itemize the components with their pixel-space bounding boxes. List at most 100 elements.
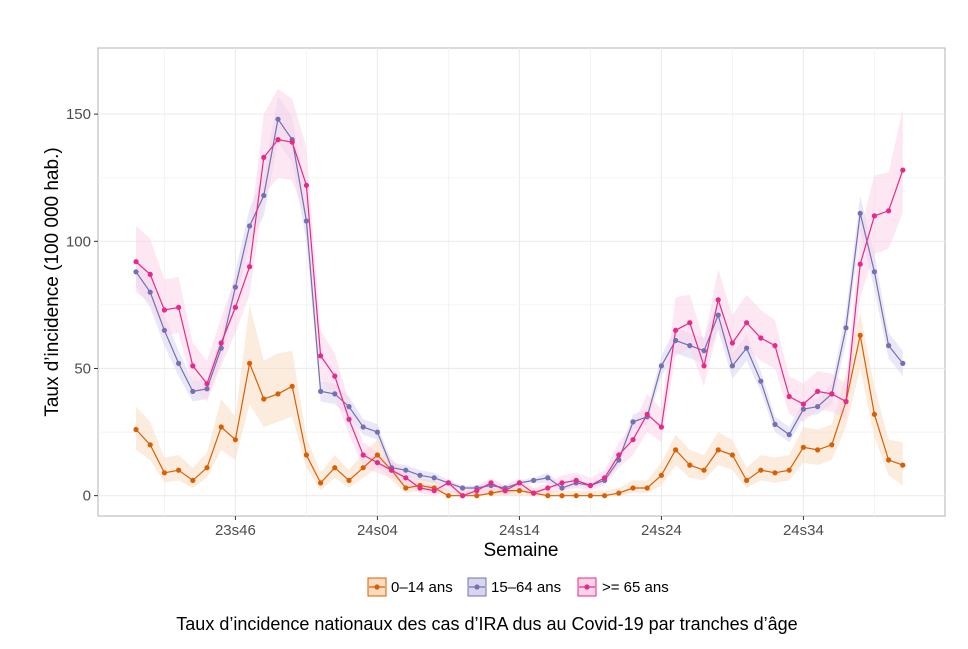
legend-label: 0–14 ans [391, 579, 453, 596]
legend-key-point [474, 584, 480, 590]
data-point [687, 462, 693, 468]
data-point [474, 488, 480, 494]
data-point [900, 360, 906, 366]
data-point [204, 465, 210, 471]
x-axis-title: Semaine [484, 540, 559, 561]
data-point [644, 485, 650, 491]
data-point [900, 167, 906, 173]
y-tick-label: 100 [66, 233, 91, 250]
data-point [261, 192, 267, 199]
data-point [374, 460, 380, 466]
data-point [204, 381, 210, 387]
data-point [232, 284, 238, 290]
legend-label: 15–64 ans [491, 579, 561, 596]
data-point [147, 271, 153, 277]
data-point [857, 332, 863, 338]
data-point [843, 398, 849, 405]
confidence-band [136, 96, 903, 491]
data-point [772, 421, 778, 427]
legend-key-point [374, 584, 380, 590]
data-point [871, 269, 878, 275]
data-point [673, 327, 679, 333]
data-point [303, 218, 309, 224]
data-point [247, 223, 253, 229]
data-point [658, 472, 665, 478]
data-point [758, 335, 764, 341]
data-point [303, 452, 309, 458]
data-point [829, 442, 835, 448]
data-point [800, 444, 807, 450]
data-point [133, 269, 139, 275]
data-point [232, 304, 238, 310]
data-point [744, 345, 750, 351]
data-point [474, 493, 480, 499]
y-tick-label: 150 [66, 106, 91, 123]
data-point [545, 485, 551, 491]
data-point [744, 320, 750, 326]
data-point [900, 462, 906, 468]
data-point [161, 327, 167, 333]
data-point [800, 406, 807, 412]
data-point [374, 452, 380, 458]
data-point [204, 386, 210, 392]
data-point [815, 447, 821, 453]
series-points [133, 116, 906, 499]
data-point [218, 340, 224, 346]
data-point [318, 388, 324, 394]
data-point [133, 426, 139, 433]
data-point [261, 154, 267, 160]
data-point [602, 475, 608, 481]
data-point [190, 388, 196, 394]
data-point [147, 442, 153, 448]
data-point [403, 485, 409, 491]
data-point [673, 447, 679, 453]
data-point [460, 493, 466, 499]
legend-key-point [584, 584, 590, 590]
x-tick-label: 24s04 [357, 522, 398, 539]
data-point [857, 261, 863, 267]
data-point [161, 307, 167, 313]
y-tick-label: 0 [83, 488, 91, 505]
data-point [247, 264, 253, 270]
confidence-band [136, 304, 903, 496]
data-point [630, 485, 636, 491]
data-point [573, 477, 579, 483]
data-point [318, 480, 324, 486]
data-point [332, 391, 338, 397]
data-point [800, 401, 807, 407]
data-point [758, 467, 764, 473]
data-point [488, 490, 494, 496]
y-axis-title: Taux d’incidence (100 000 hab.) [42, 147, 63, 416]
data-point [531, 477, 537, 483]
data-point [176, 304, 182, 310]
data-point [715, 447, 721, 453]
data-point [857, 210, 863, 216]
data-point [673, 337, 679, 344]
data-point [346, 404, 352, 410]
data-point [687, 343, 693, 349]
data-point [176, 360, 182, 366]
data-point [502, 488, 508, 494]
data-point [247, 360, 253, 366]
data-point [332, 373, 338, 379]
data-point [573, 493, 579, 499]
data-point [602, 493, 608, 499]
data-point [815, 388, 821, 394]
data-point [658, 363, 665, 369]
data-point [417, 472, 423, 478]
data-point [147, 289, 153, 295]
data-point [417, 485, 423, 491]
data-point [360, 465, 366, 471]
data-point [374, 429, 380, 435]
data-point [758, 378, 764, 384]
data-point [190, 477, 196, 483]
data-point [176, 467, 182, 473]
data-point [346, 416, 352, 422]
data-point [644, 411, 650, 417]
data-point [431, 475, 437, 481]
data-point [488, 480, 494, 486]
data-point [701, 348, 707, 354]
data-point [289, 139, 295, 145]
data-point [843, 325, 849, 331]
